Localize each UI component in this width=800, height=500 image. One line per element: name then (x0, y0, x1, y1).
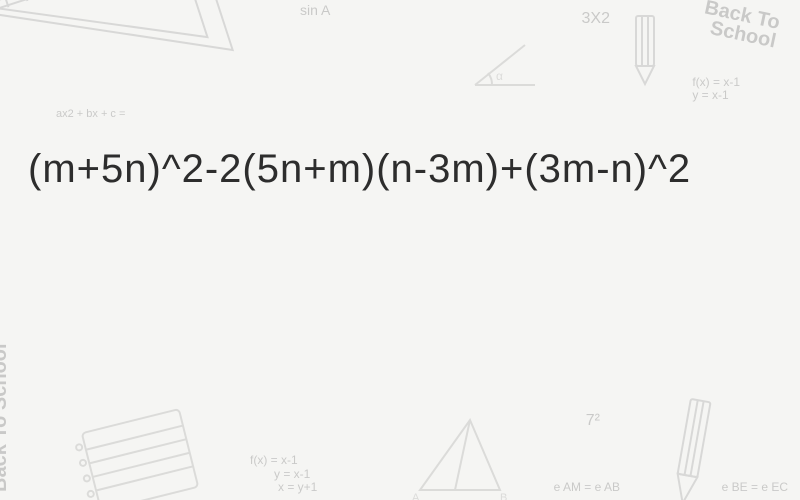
deco-sinA: sin A (300, 2, 330, 18)
deco-be-ec: e BE = e EC (722, 480, 788, 494)
triangle-icon: A B (400, 405, 520, 500)
deco-am-ab: e AM = e AB (554, 480, 620, 494)
deco-seven-squared: 7² (586, 412, 600, 430)
alpha-label: α (496, 69, 503, 83)
deco-3x2: 3X2 (582, 10, 610, 28)
notebook-icon (70, 405, 210, 500)
deco-back-to-school-bl: Back To School (0, 343, 10, 492)
pencil-icon (620, 8, 670, 88)
deco-ax2: ax2 + bx + c = (56, 108, 125, 120)
fx-line: f(x) = x-1 (250, 454, 317, 467)
fx-line: x = y+1 (250, 481, 317, 494)
deco-fx-bl: f(x) = x-1 y = x-1 x = y+1 (250, 454, 317, 494)
fx-line: y = x-1 (250, 468, 317, 481)
fx-line: y = x-1 (692, 89, 740, 102)
bts-line2: School (0, 343, 11, 410)
math-expression: (m+5n)^2-2(5n+m)(n-3m)+(3m-n)^2 (28, 142, 772, 196)
deco-back-to-school-tr: Back To School (699, 0, 782, 52)
pencil-icon (655, 386, 730, 500)
expression-line1: (m+5n)^2-2(5n+m)(n-3m)+(3m-n)^2 (28, 147, 691, 191)
deco-fx-tr: f(x) = x-1 y = x-1 (692, 76, 740, 102)
bts-line1: Back To (0, 416, 11, 492)
svg-text:B: B (500, 492, 507, 500)
svg-text:A: A (412, 492, 420, 500)
angle-icon: α (470, 40, 540, 95)
